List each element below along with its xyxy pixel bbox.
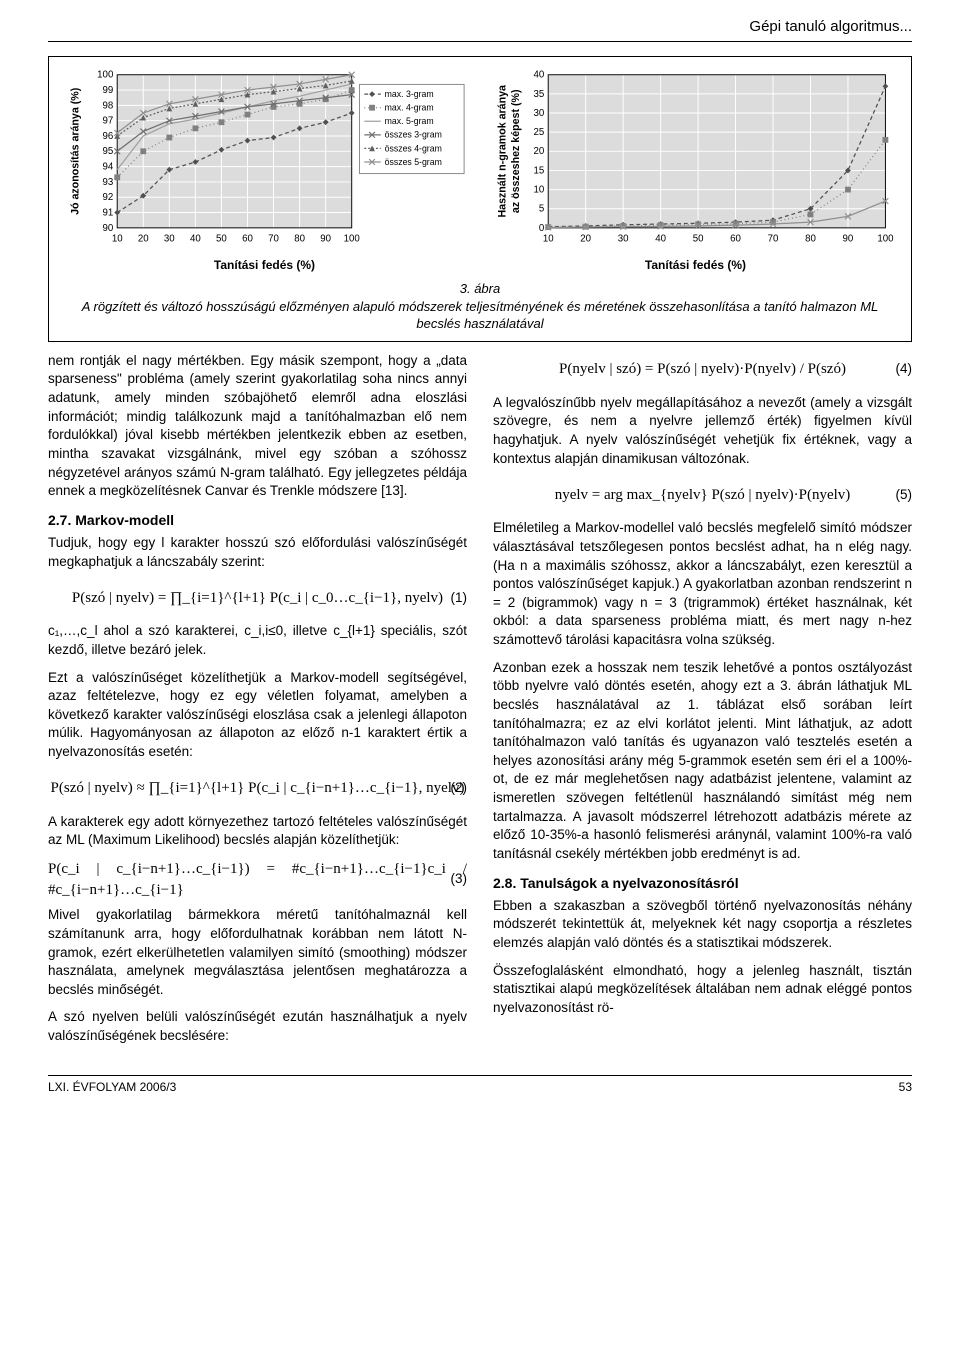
equation-1-number: (1) <box>451 589 468 608</box>
equation-4: P(nyelv | szó) = P(szó | nyelv)·P(nyelv)… <box>493 352 912 388</box>
svg-text:40: 40 <box>655 233 666 244</box>
svg-text:99: 99 <box>103 85 114 96</box>
para-1: nem rontják el nagy mértékben. Egy másik… <box>48 352 467 501</box>
svg-text:30: 30 <box>534 108 545 119</box>
equation-1: P(szó | nyelv) = ∏_{i=1}^{l+1} P(c_i | c… <box>48 580 467 616</box>
svg-text:50: 50 <box>216 233 227 244</box>
svg-text:Használt n-gramok aránya: Használt n-gramok aránya <box>497 85 509 218</box>
equation-3-number: (3) <box>451 870 468 889</box>
equation-1-body: P(szó | nyelv) = ∏_{i=1}^{l+1} P(c_i | c… <box>72 588 443 609</box>
svg-text:20: 20 <box>138 233 149 244</box>
figure-caption-text: A rögzített és változó hosszúságú előzmé… <box>82 299 879 332</box>
para-3: c₁,…,c_l ahol a szó karakterei, c_i,i≤0,… <box>48 622 467 659</box>
para-6: Mivel gyakorlatilag bármekkora méretű ta… <box>48 906 467 999</box>
svg-text:60: 60 <box>730 233 741 244</box>
svg-text:Jó azonosítás aránya (%): Jó azonosítás aránya (%) <box>69 87 81 215</box>
svg-text:91: 91 <box>103 207 114 218</box>
equation-5-number: (5) <box>896 486 913 505</box>
svg-text:92: 92 <box>103 192 114 203</box>
svg-text:93: 93 <box>103 177 114 188</box>
equation-4-number: (4) <box>896 360 913 379</box>
equation-2-number: (2) <box>451 779 468 798</box>
svg-text:20: 20 <box>534 146 545 157</box>
svg-text:0: 0 <box>539 223 544 234</box>
svg-text:70: 70 <box>768 233 779 244</box>
svg-text:100: 100 <box>97 70 113 81</box>
svg-text:20: 20 <box>580 233 591 244</box>
para-9: Elméletileg a Markov-modellel való becsl… <box>493 519 912 649</box>
para-10: Azonban ezek a hosszak nem teszik lehető… <box>493 659 912 864</box>
svg-text:35: 35 <box>534 89 545 100</box>
svg-text:100: 100 <box>344 233 360 244</box>
svg-text:5: 5 <box>539 204 544 215</box>
svg-text:25: 25 <box>534 127 545 138</box>
svg-text:94: 94 <box>103 162 114 173</box>
chart-left-xlabel: Tanítási fedés (%) <box>61 258 468 272</box>
para-8: A legvalószínűbb nyelv megállapításához … <box>493 394 912 469</box>
svg-text:40: 40 <box>190 233 201 244</box>
svg-text:70: 70 <box>268 233 279 244</box>
subhead-2-8: 2.8. Tanulságok a nyelvazonosításról <box>493 874 912 893</box>
running-header: Gépi tanuló algoritmus... <box>48 18 912 35</box>
page-footer: LXI. ÉVFOLYAM 2006/3 53 <box>48 1075 912 1094</box>
svg-text:60: 60 <box>242 233 253 244</box>
svg-text:max. 5-gram: max. 5-gram <box>385 116 434 126</box>
para-11: Ebben a szakaszban a szövegből történő n… <box>493 897 912 953</box>
figure-caption: 3. ábra A rögzített és változó hosszúság… <box>61 280 899 333</box>
svg-text:80: 80 <box>805 233 816 244</box>
footer-right: 53 <box>899 1080 912 1094</box>
equation-5-body: nyelv = arg max_{nyelv} P(szó | nyelv)·P… <box>555 485 851 506</box>
svg-text:90: 90 <box>103 223 114 234</box>
svg-text:összes 5-gram: összes 5-gram <box>385 157 442 167</box>
equation-3-body: P(c_i | c_{i−n+1}…c_{i−1}) = #c_{i−n+1}…… <box>48 859 467 900</box>
svg-text:100: 100 <box>877 233 893 244</box>
chart-right: 0 5 10 15 20 25 30 35 40 10 20 30 40 50 60 70 80 90 100 Has… <box>492 67 899 272</box>
para-12: Összefoglalásként elmondható, hogy a jel… <box>493 962 912 1018</box>
svg-text:összes 3-gram: összes 3-gram <box>385 130 442 140</box>
equation-4-body: P(nyelv | szó) = P(szó | nyelv)·P(nyelv)… <box>559 359 846 380</box>
chart-left: 90 91 92 93 94 95 96 97 98 99 100 10 20 30 40 50 60 70 80 9… <box>61 67 468 272</box>
svg-text:30: 30 <box>618 233 629 244</box>
para-7: A szó nyelven belüli valószínűségét ezut… <box>48 1008 467 1045</box>
svg-text:96: 96 <box>103 131 114 142</box>
svg-text:az összeshez képest (%): az összeshez képest (%) <box>510 89 522 213</box>
header-rule <box>48 41 912 42</box>
chart-right-xlabel: Tanítási fedés (%) <box>492 258 899 272</box>
svg-text:max. 3-gram: max. 3-gram <box>385 89 434 99</box>
svg-text:95: 95 <box>103 146 114 157</box>
svg-text:40: 40 <box>534 70 545 81</box>
figure-3-box: 9091929394959697989910010203040506070809… <box>48 56 912 342</box>
para-2: Tudjuk, hogy egy l karakter hosszú szó e… <box>48 534 467 571</box>
svg-text:max. 4-gram: max. 4-gram <box>385 103 434 113</box>
para-4: Ezt a valószínűséget közelíthetjük a Mar… <box>48 669 467 762</box>
svg-text:15: 15 <box>534 165 545 176</box>
equation-2: P(szó | nyelv) ≈ ∏_{i=1}^{l+1} P(c_i | c… <box>48 771 467 807</box>
svg-text:90: 90 <box>843 233 854 244</box>
svg-text:90: 90 <box>320 233 331 244</box>
svg-text:10: 10 <box>543 233 554 244</box>
svg-text:80: 80 <box>294 233 305 244</box>
equation-5: nyelv = arg max_{nyelv} P(szó | nyelv)·P… <box>493 477 912 513</box>
footer-left: LXI. ÉVFOLYAM 2006/3 <box>48 1080 176 1094</box>
figure-number: 3. ábra <box>460 281 500 296</box>
svg-text:50: 50 <box>693 233 704 244</box>
svg-text:10: 10 <box>534 184 545 195</box>
svg-text:30: 30 <box>164 233 175 244</box>
svg-text:összes 4-gram: összes 4-gram <box>385 143 442 153</box>
para-5: A karakterek egy adott környezethez tart… <box>48 813 467 850</box>
svg-text:98: 98 <box>103 100 114 111</box>
svg-text:97: 97 <box>103 116 114 127</box>
equation-3: P(c_i | c_{i−n+1}…c_{i−1}) = #c_{i−n+1}…… <box>48 859 467 900</box>
subhead-2-7: 2.7. Markov-modell <box>48 511 467 530</box>
svg-text:10: 10 <box>112 233 123 244</box>
body-columns: nem rontják el nagy mértékben. Egy másik… <box>48 352 912 1055</box>
equation-2-body: P(szó | nyelv) ≈ ∏_{i=1}^{l+1} P(c_i | c… <box>51 778 465 799</box>
